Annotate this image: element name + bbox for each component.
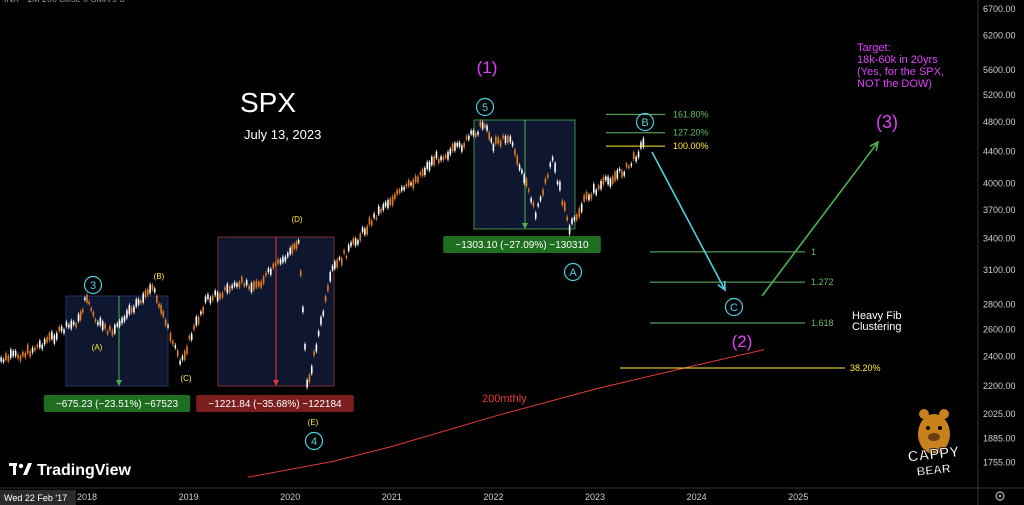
price-axis-tick: 3400.00 (983, 234, 1016, 244)
clustering-note-line: Heavy Fib (852, 310, 902, 322)
price-axis-tick: 6700.00 (983, 4, 1016, 14)
projection-arrow-down (651, 151, 726, 291)
time-axis-tick: 2019 (179, 492, 199, 502)
price-axis-tick: 2600.00 (983, 324, 1016, 334)
projection-arrow-up-head (869, 140, 880, 151)
fib-retrace-label: 38.20% (850, 363, 881, 373)
measure-label-box (196, 395, 354, 412)
price-axis-tick: 4800.00 (983, 117, 1016, 127)
price-axis-tick: 2400.00 (983, 352, 1016, 362)
price-candles (0, 119, 645, 390)
price-axis-tick: 2200.00 (983, 381, 1016, 391)
cursor-date-label: Wed 22 Feb '17 (4, 493, 67, 503)
wave-circle (563, 262, 583, 282)
projection-arrow-up (761, 141, 879, 297)
target-note-line: NOT the DOW) (857, 78, 932, 90)
sub-wave-label: (C) (180, 374, 191, 383)
measure-label: −1221.84 (−35.68%) −122184 (208, 399, 342, 410)
wave-circle (724, 297, 744, 317)
sub-wave-label: (E) (308, 418, 319, 427)
price-axis-tick: 3700.00 (983, 205, 1016, 215)
wave-label: A (569, 267, 577, 279)
target-note-line: (Yes, for the SPX, (857, 66, 944, 78)
fib-extension-label: 1 (811, 247, 816, 257)
drawdown-box (65, 295, 169, 387)
price-axis-tick: 4000.00 (983, 179, 1016, 189)
chart-title: SPX (240, 87, 296, 118)
price-axis-tick: 5600.00 (983, 65, 1016, 75)
logo-text-bear: BEAR (916, 461, 952, 479)
symbol-header: INX · 1M 200 close 0 SMA 9 5 (4, 0, 125, 4)
price-axis-tick: 2025.00 (983, 409, 1016, 419)
price-axis-tick: 5200.00 (983, 90, 1016, 100)
fib-level-label: 127.20% (673, 128, 709, 138)
ma-200-label: 200mthly (482, 393, 527, 405)
sub-wave-label: (A) (92, 343, 103, 352)
price-axis-tick: 1885.00 (983, 433, 1016, 443)
price-axis-tick: 6200.00 (983, 30, 1016, 40)
wave-label: 4 (311, 436, 317, 448)
time-axis-tick: 2025 (788, 492, 808, 502)
gear-icon[interactable] (995, 491, 1005, 501)
fib-extension-label: 1.618 (811, 318, 834, 328)
wave-label: 3 (90, 280, 96, 292)
time-axis-tick: 2024 (687, 492, 707, 502)
wave-circle (83, 275, 103, 295)
impulse-wave-label: (2) (732, 332, 753, 351)
wave-circle (475, 97, 495, 117)
measure-label: −1303.10 (−27.09%) −130310 (455, 240, 589, 251)
price-axis-tick: 1755.00 (983, 457, 1016, 467)
impulse-wave-label: (1) (477, 58, 498, 77)
measure-label-box (443, 236, 601, 253)
projection-arrow-down-head (717, 280, 726, 292)
logo-text-cappy: CAPPY (907, 443, 960, 465)
price-axis-tick: 4400.00 (983, 146, 1016, 156)
measure-arrowhead (116, 380, 122, 386)
time-axis-tick: 2018 (77, 492, 97, 502)
fib-level-label: 100.00% (673, 141, 709, 151)
tradingview-brand-text: TradingView (37, 462, 132, 479)
sub-wave-label: (B) (154, 272, 165, 281)
time-axis-tick: 2023 (585, 492, 605, 502)
wave-label: B (641, 117, 648, 129)
chart-subtitle: July 13, 2023 (244, 127, 321, 142)
measure-arrowhead (273, 380, 279, 386)
measure-label: −675.23 (−23.51%) −67523 (56, 399, 178, 410)
wave-circle (304, 431, 324, 451)
sub-wave-label: (D) (291, 215, 302, 224)
time-axis-tick: 2021 (382, 492, 402, 502)
measure-arrowhead (522, 223, 528, 229)
target-note-line: Target: (857, 42, 891, 54)
target-note-line: 18k-60k in 20yrs (857, 54, 938, 66)
ma-200-line (247, 349, 765, 478)
wave-label: C (730, 302, 738, 314)
fib-level-label: 161.80% (673, 109, 709, 119)
time-axis-tick: 2022 (483, 492, 503, 502)
wave-circle (635, 112, 655, 132)
cursor-date-box (0, 490, 76, 505)
price-axis-tick: 3100.00 (983, 265, 1016, 275)
impulse-wave-label: (3) (876, 112, 898, 132)
wave-label: 5 (482, 102, 488, 114)
measure-label-box (43, 395, 191, 412)
time-axis-tick: 2020 (280, 492, 300, 502)
fib-extension-label: 1.272 (811, 277, 834, 287)
clustering-note-line: Clustering (852, 321, 902, 333)
price-axis-tick: 2800.00 (983, 299, 1016, 309)
tradingview-logo: TradingView (9, 462, 132, 479)
